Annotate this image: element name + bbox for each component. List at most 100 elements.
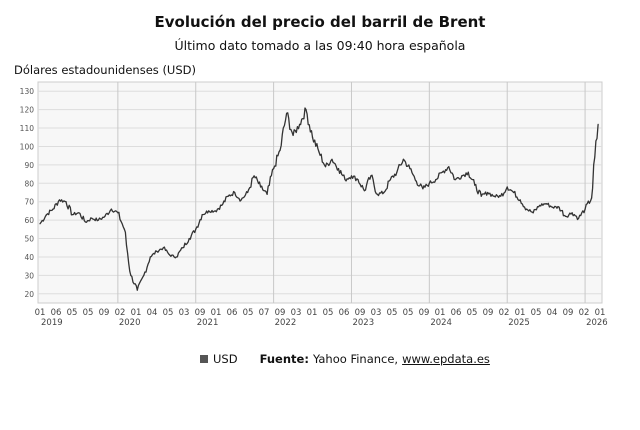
x-tick-label: 04 <box>547 308 558 318</box>
data-point <box>428 182 430 184</box>
data-point <box>227 195 229 197</box>
data-point <box>84 221 86 223</box>
data-point <box>221 204 223 206</box>
x-year-label: 2023 <box>352 318 374 328</box>
data-point <box>279 149 281 151</box>
x-tick-label: 01 <box>35 308 46 318</box>
data-point <box>597 123 599 125</box>
x-tick-label: 06 <box>339 308 350 318</box>
data-point <box>188 237 190 240</box>
x-year-label: 2020 <box>119 318 141 328</box>
data-point <box>247 191 249 194</box>
data-point <box>571 212 573 214</box>
data-point <box>52 208 54 210</box>
x-tick-label: 09 <box>355 308 366 318</box>
data-point <box>454 179 456 181</box>
data-point <box>519 199 521 201</box>
x-year-label: 2026 <box>586 318 608 328</box>
data-point <box>402 158 404 160</box>
x-year-label: 2021 <box>197 318 219 328</box>
data-point <box>441 171 443 173</box>
data-point <box>539 204 541 206</box>
data-point <box>71 214 73 216</box>
x-tick-label: 06 <box>51 308 62 318</box>
x-tick-label: 03 <box>179 308 190 318</box>
data-point <box>578 217 580 219</box>
data-point <box>461 175 463 177</box>
y-tick-label: 130 <box>20 87 35 96</box>
x-tick-label: 05 <box>323 308 334 318</box>
data-point <box>383 191 385 194</box>
data-point <box>487 191 489 194</box>
x-tick-label: 02 <box>115 308 126 318</box>
data-point <box>58 199 61 201</box>
y-tick-label: 60 <box>24 216 34 225</box>
data-point <box>273 168 275 170</box>
data-point <box>136 289 138 291</box>
x-tick-label: 01 <box>307 308 318 318</box>
x-tick-label: 05 <box>243 308 254 318</box>
y-tick-label: 20 <box>24 290 34 299</box>
data-point <box>344 179 346 181</box>
data-point <box>331 158 333 160</box>
y-tick-label: 40 <box>24 253 34 262</box>
data-point <box>396 171 398 173</box>
x-year-label: 2025 <box>508 318 530 328</box>
data-point <box>311 136 314 138</box>
data-point <box>305 109 307 111</box>
x-tick-label: 02 <box>499 308 510 318</box>
data-point <box>39 223 41 225</box>
x-tick-label: 05 <box>387 308 398 318</box>
x-tick-label: 06 <box>227 308 238 318</box>
x-tick-label: 09 <box>563 308 574 318</box>
data-point <box>149 256 151 258</box>
y-tick-label: 30 <box>24 271 34 280</box>
x-tick-label: 09 <box>419 308 430 318</box>
data-point <box>110 208 112 210</box>
data-point <box>500 195 502 197</box>
chart-footer: USD Fuente: Yahoo Finance, www.epdata.es <box>200 352 490 366</box>
x-tick-label: 05 <box>67 308 78 318</box>
data-point <box>143 274 145 276</box>
data-point <box>370 175 372 177</box>
x-tick-label: 05 <box>403 308 414 318</box>
data-point <box>337 168 340 170</box>
data-point <box>292 134 294 136</box>
x-year-label: 2022 <box>275 318 297 328</box>
legend-swatch <box>200 355 208 363</box>
x-tick-label: 01 <box>211 308 222 318</box>
data-point <box>97 219 99 221</box>
y-axis-label: Dólares estadounidenses (USD) <box>14 63 196 77</box>
x-tick-label: 01 <box>515 308 526 318</box>
x-tick-label: 07 <box>259 308 270 318</box>
chart-subtitle: Último dato tomado a las 09:40 hora espa… <box>174 38 466 53</box>
data-point <box>91 217 93 219</box>
source-link[interactable]: www.epdata.es <box>402 352 490 366</box>
x-tick-label: 09 <box>483 308 494 318</box>
y-tick-label: 100 <box>20 142 35 151</box>
data-point <box>253 175 255 177</box>
data-point <box>584 208 586 210</box>
data-point <box>123 228 125 230</box>
data-point <box>591 197 593 199</box>
data-point <box>448 166 450 168</box>
x-tick-label: 03 <box>291 308 302 318</box>
data-point <box>435 179 437 181</box>
y-tick-label: 50 <box>24 235 34 244</box>
data-point <box>318 151 320 153</box>
data-point <box>363 190 365 192</box>
legend-series-name: USD <box>213 352 238 366</box>
x-tick-label: 05 <box>467 308 478 318</box>
data-point <box>493 195 495 197</box>
data-point <box>214 210 216 212</box>
data-point <box>78 212 80 214</box>
data-point <box>104 215 106 217</box>
y-tick-label: 90 <box>24 161 34 170</box>
y-tick-label: 80 <box>24 179 34 188</box>
x-tick-label: 09 <box>275 308 286 318</box>
chart-title: Evolución del precio del barril de Brent <box>154 13 486 31</box>
x-tick-label: 04 <box>147 308 158 318</box>
data-point <box>286 112 288 114</box>
data-point <box>175 256 177 258</box>
data-point <box>565 215 567 217</box>
